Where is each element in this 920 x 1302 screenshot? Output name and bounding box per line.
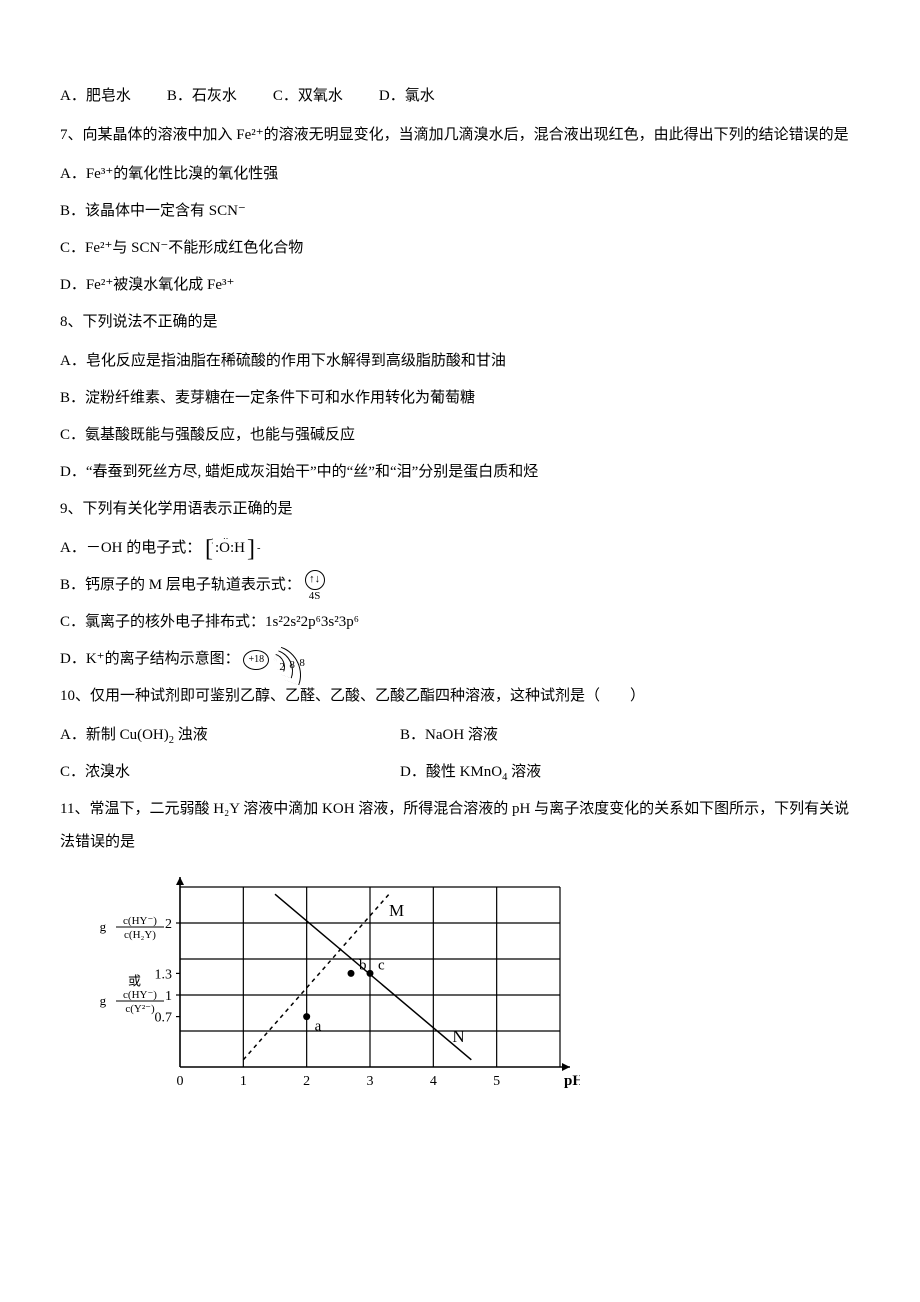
svg-text:a: a xyxy=(315,1019,322,1035)
svg-text:c(Y²⁻): c(Y²⁻) xyxy=(125,1003,155,1015)
orbital-label: 4S xyxy=(309,591,321,602)
q10-opt-b: B．NaOH 溶液 xyxy=(400,719,740,752)
q9a-pre: A．－OH 的电子式： xyxy=(60,540,201,556)
svg-text:c: c xyxy=(378,958,385,974)
q11-stem: 11、常温下，二元弱酸 H₂Y 溶液中滴加 KOH 溶液，所得混合溶液的 pH … xyxy=(60,793,860,859)
svg-text:0: 0 xyxy=(177,1074,184,1089)
q10-opt-c: C．浓溴水 xyxy=(60,756,400,789)
q8-stem: 8、下列说法不正确的是 xyxy=(60,306,860,339)
q8-opt-b: B．淀粉纤维素、麦芽糖在一定条件下可和水作用转化为葡萄糖 xyxy=(60,382,860,415)
q9-stem: 9、下列有关化学用语表示正确的是 xyxy=(60,493,860,526)
svg-text:1.3: 1.3 xyxy=(155,968,173,983)
q6-opt-a: A．肥皂水 xyxy=(60,80,131,113)
q9d-pre: D．K⁺的离子结构示意图： xyxy=(60,651,240,667)
q7-opt-d: D．Fe²⁺被溴水氧化成 Fe³⁺ xyxy=(60,269,860,302)
q8-opt-a: A．皂化反应是指油脂在稀硫酸的作用下水解得到高级脂肪酸和甘油 xyxy=(60,345,860,378)
orbital-circle: ↑↓ xyxy=(305,570,325,590)
shell-2: 8 xyxy=(289,653,295,677)
svg-text:c(HY⁻): c(HY⁻) xyxy=(123,989,157,1001)
q9-opt-c: C．氯离子的核外电子排布式：1s²2s²2p⁶3s²3p⁶ xyxy=(60,606,860,639)
nucleus: +18 xyxy=(243,650,269,670)
q6-opt-c: C．双氧水 xyxy=(273,80,343,113)
q8-opt-d: D．“春蚕到死丝方尽, 蜡炬成灰泪始干”中的“丝”和“泪”分别是蛋白质和烃 xyxy=(60,456,860,489)
q9b-pre: B．钙原子的 M 层电子轨道表示式： xyxy=(60,577,301,593)
shell-3: 8 xyxy=(299,651,305,675)
svg-text:5: 5 xyxy=(493,1074,500,1089)
orbital-diagram: ↑↓ 4S xyxy=(305,570,325,602)
q6-options: A．肥皂水 B．石灰水 C．双氧水 D．氯水 xyxy=(60,80,860,113)
chart-container: 0 1 2 3 4 5 0.7 1 1.3 2 a bc M NpH lg c(HY⁻) c(H₂Y) 或 lg c(… xyxy=(100,867,860,1120)
svg-text:2: 2 xyxy=(303,1074,310,1089)
svg-text:1: 1 xyxy=(165,989,172,1004)
q7-opt-c: C．Fe²⁺与 SCN⁻不能形成红色化合物 xyxy=(60,232,860,265)
svg-text:0.7: 0.7 xyxy=(155,1011,173,1026)
q10-stem: 10、仅用一种试剂即可鉴别乙醇、乙醛、乙酸、乙酸乙酯四种溶液，这种试剂是（ ） xyxy=(60,680,860,713)
svg-text:3: 3 xyxy=(367,1074,374,1089)
svg-text:b: b xyxy=(359,958,367,974)
svg-text:N: N xyxy=(452,1027,464,1046)
svg-text:pH: pH xyxy=(564,1073,580,1089)
ph-chart: 0 1 2 3 4 5 0.7 1 1.3 2 a bc M NpH lg c(HY⁻) c(H₂Y) 或 lg c(… xyxy=(100,867,580,1107)
q10-opt-a: A．新制 Cu(OH)2 浊液 xyxy=(60,719,400,752)
svg-text:或: 或 xyxy=(128,974,141,989)
svg-text:lg: lg xyxy=(100,993,107,1008)
q7-opt-b: B．该晶体中一定含有 SCN⁻ xyxy=(60,195,860,228)
q8-opt-c: C．氨基酸既能与强酸反应，也能与强碱反应 xyxy=(60,419,860,452)
shell-1: 2 xyxy=(279,655,285,679)
svg-text:1: 1 xyxy=(240,1074,247,1089)
q7-stem: 7、向某晶体的溶液中加入 Fe²⁺的溶液无明显变化，当滴加几滴溴水后，混合液出现… xyxy=(60,119,860,152)
svg-text:4: 4 xyxy=(430,1074,437,1089)
q10-opt-d: D．酸性 KMnO4 溶液 xyxy=(400,756,740,789)
q7-opt-a: A．Fe³⁺的氧化性比溴的氧化性强 xyxy=(60,158,860,191)
q9-opt-b: B．钙原子的 M 层电子轨道表示式： ↑↓ 4S xyxy=(60,569,860,602)
q9-opt-d: D．K⁺的离子结构示意图： +18 2 8 8 xyxy=(60,643,860,676)
svg-text:M: M xyxy=(389,901,404,920)
electron-formula: [ ·· ‥ :O:H ] - xyxy=(205,532,261,565)
svg-text:c(HY⁻): c(HY⁻) xyxy=(123,915,157,927)
svg-text:2: 2 xyxy=(165,917,172,932)
svg-text:c(H₂Y): c(H₂Y) xyxy=(124,929,156,941)
q9-opt-a: A．－OH 的电子式： [ ·· ‥ :O:H ] - xyxy=(60,532,860,565)
ion-structure-diagram: +18 2 8 8 xyxy=(243,645,315,675)
q6-opt-d: D．氯水 xyxy=(379,80,435,113)
svg-text:lg: lg xyxy=(100,919,107,934)
q6-opt-b: B．石灰水 xyxy=(167,80,237,113)
